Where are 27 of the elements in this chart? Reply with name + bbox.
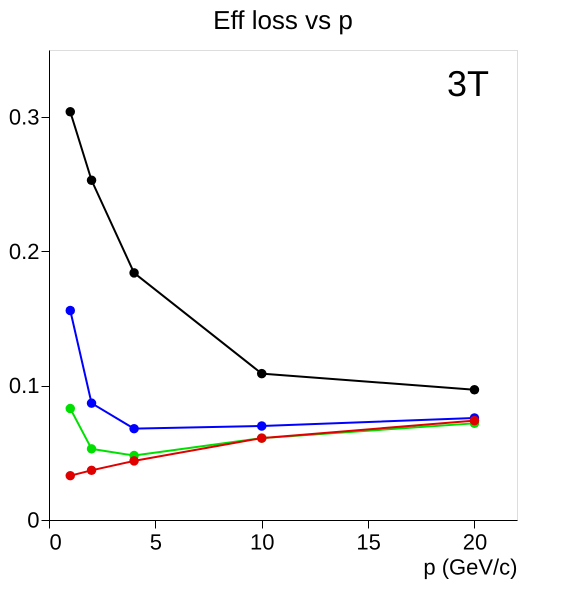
point bbox=[66, 107, 76, 117]
x-tick-label: 0 bbox=[50, 530, 62, 554]
point bbox=[129, 268, 139, 278]
x-axis-title: p (GeV/c) bbox=[423, 554, 518, 580]
point bbox=[129, 456, 139, 466]
annotation: 3T bbox=[446, 63, 490, 104]
y-tick-label: 0.1 bbox=[8, 373, 40, 398]
point bbox=[86, 398, 96, 408]
x-tick-label: 20 bbox=[462, 530, 488, 554]
point bbox=[470, 385, 480, 394]
x-tick-label: 15 bbox=[356, 530, 381, 554]
y-tick-label: 0.2 bbox=[8, 238, 40, 264]
y-tick-label: 0.3 bbox=[8, 104, 40, 130]
point bbox=[86, 176, 96, 185]
point bbox=[66, 404, 76, 414]
y-tick-label: 0 bbox=[27, 508, 40, 532]
point bbox=[86, 444, 96, 454]
point bbox=[86, 466, 96, 476]
x-tick-label: 10 bbox=[250, 530, 274, 554]
point bbox=[256, 368, 266, 378]
chart-title: Eff loss vs p bbox=[213, 5, 353, 35]
point bbox=[256, 421, 266, 431]
x-tick-label: 5 bbox=[150, 530, 162, 554]
point bbox=[470, 416, 480, 426]
point bbox=[66, 470, 76, 480]
point bbox=[66, 306, 76, 316]
point bbox=[129, 424, 139, 434]
